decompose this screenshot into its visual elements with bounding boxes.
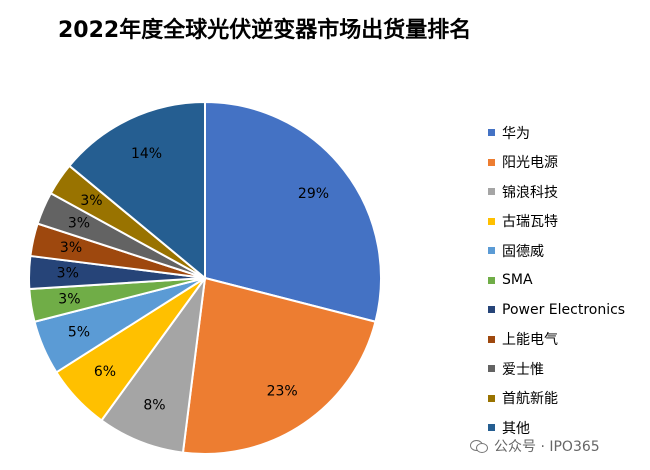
legend-label: 上能电气 xyxy=(502,332,558,349)
legend-swatch xyxy=(488,335,495,343)
legend-item-3: 古瑞瓦特 xyxy=(488,207,625,237)
legend-label: 华为 xyxy=(502,125,530,142)
legend-swatch xyxy=(488,306,495,314)
legend-item-10: 其他 xyxy=(488,413,625,443)
legend-item-7: 上能电气 xyxy=(488,325,625,355)
pie-slice-1 xyxy=(181,276,377,455)
legend-swatch xyxy=(488,129,495,137)
legend-label: 古瑞瓦特 xyxy=(502,214,558,231)
legend: 华为阳光电源锦浪科技古瑞瓦特固德威 SMA Power Electronics 上能电… xyxy=(488,118,625,443)
legend-label: 首航新能 xyxy=(502,391,558,408)
pie-slice-2 xyxy=(100,277,206,454)
slice-label-8: 3% xyxy=(68,215,90,231)
legend-item-8: 爱士惟 xyxy=(488,354,625,384)
legend-label: Power Electronics xyxy=(502,301,626,318)
legend-label: 其他 xyxy=(502,420,530,437)
wechat-icon xyxy=(470,439,488,453)
legend-item-9: 首航新能 xyxy=(488,384,625,414)
legend-label: 阳光电源 xyxy=(502,155,558,172)
slice-label-7: 3% xyxy=(60,240,82,256)
legend-label: 锦浪科技 xyxy=(502,184,558,201)
slice-label-10: 14% xyxy=(131,146,162,162)
legend-swatch xyxy=(488,424,495,432)
legend-item-5: SMA xyxy=(488,266,625,296)
legend-swatch xyxy=(488,247,495,255)
legend-swatch xyxy=(488,217,495,225)
legend-label: 固德威 xyxy=(502,243,544,260)
pie-slice-0 xyxy=(204,100,382,323)
slice-label-1: 23% xyxy=(267,384,298,400)
legend-item-6: Power Electronics xyxy=(488,295,625,325)
slice-label-3: 6% xyxy=(94,364,116,380)
legend-item-1: 阳光电源 xyxy=(488,148,625,178)
watermark-text: 公众号 · IPO365 xyxy=(494,439,600,455)
pie-slice-10 xyxy=(67,100,206,281)
slice-label-0: 29% xyxy=(298,186,329,202)
legend-item-4: 固德威 xyxy=(488,236,625,266)
legend-swatch xyxy=(488,188,495,196)
chart-title: 2022年度全球光伏逆变器市场出货量排名 xyxy=(58,18,472,43)
slice-label-5: 3% xyxy=(58,291,80,307)
legend-swatch xyxy=(488,158,495,166)
legend-item-2: 锦浪科技 xyxy=(488,177,625,207)
legend-swatch xyxy=(488,394,495,402)
slice-label-4: 5% xyxy=(68,325,90,341)
slice-label-6: 3% xyxy=(57,266,79,282)
legend-swatch xyxy=(488,276,495,284)
legend-item-0: 华为 xyxy=(488,118,625,148)
legend-label: SMA xyxy=(502,272,533,289)
slice-label-2: 8% xyxy=(143,398,165,414)
slice-label-9: 3% xyxy=(80,193,102,209)
legend-label: 爱士惟 xyxy=(502,361,544,378)
watermark: 公众号 · IPO365 xyxy=(470,436,600,456)
legend-swatch xyxy=(488,365,495,373)
